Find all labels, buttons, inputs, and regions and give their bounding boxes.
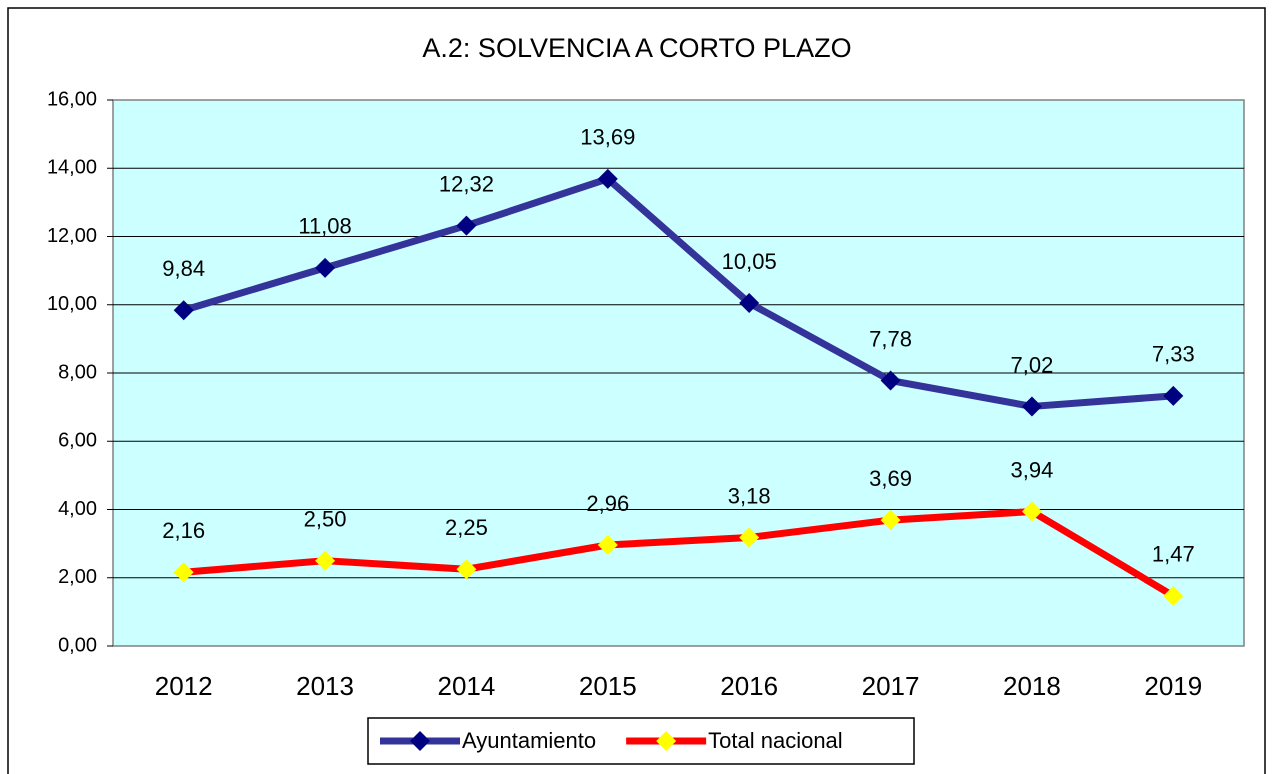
marker — [456, 215, 477, 236]
y-tick-label: 12,00 — [47, 225, 97, 247]
data-label: 7,02 — [1011, 352, 1054, 377]
data-label: 7,33 — [1152, 342, 1195, 367]
data-label: 3,69 — [869, 466, 912, 491]
data-label: 7,78 — [869, 326, 912, 351]
marker — [1021, 396, 1042, 417]
data-label: 1,47 — [1152, 542, 1195, 567]
y-tick-label: 14,00 — [47, 157, 97, 179]
marker — [173, 562, 194, 583]
data-label: 12,32 — [439, 171, 494, 196]
y-tick-label: 8,00 — [58, 361, 97, 383]
marker — [880, 370, 901, 391]
legend-marker — [410, 731, 430, 751]
y-tick-label: 6,00 — [58, 430, 97, 452]
marker — [597, 168, 618, 189]
marker — [1163, 385, 1184, 406]
marker — [1163, 585, 1184, 606]
legend-label: Total nacional — [708, 728, 843, 753]
data-label: 2,16 — [162, 518, 205, 543]
x-tick-label: 2019 — [1144, 671, 1202, 701]
data-label: 2,25 — [445, 515, 488, 540]
x-tick-label: 2017 — [862, 671, 920, 701]
chart-title: A.2: SOLVENCIA A CORTO PLAZO — [422, 33, 851, 63]
x-tick-label: 2016 — [720, 671, 778, 701]
marker — [739, 293, 760, 314]
x-tick-label: 2018 — [1003, 671, 1061, 701]
y-tick-label: 4,00 — [58, 498, 97, 520]
x-tick-label: 2015 — [579, 671, 637, 701]
series-line — [182, 175, 1174, 410]
data-label: 10,05 — [722, 249, 777, 274]
y-tick-label: 16,00 — [47, 88, 97, 110]
marker — [456, 559, 477, 580]
data-label: 2,96 — [586, 491, 629, 516]
x-tick-label: 2012 — [155, 671, 213, 701]
marker — [315, 257, 336, 278]
data-label: 11,08 — [298, 214, 351, 239]
marker — [1021, 501, 1042, 522]
legend-marker — [656, 731, 677, 751]
marker — [597, 534, 618, 555]
y-tick-label: 10,00 — [47, 293, 97, 315]
y-tick-label: 0,00 — [58, 634, 97, 656]
marker — [173, 300, 194, 321]
data-label: 13,69 — [580, 125, 635, 150]
x-tick-label: 2014 — [438, 671, 496, 701]
x-tick-label: 2013 — [296, 671, 354, 701]
y-tick-label: 2,00 — [58, 566, 97, 588]
data-label: 2,50 — [304, 507, 347, 532]
marker — [739, 527, 760, 548]
legend-label: Ayuntamiento — [462, 728, 596, 753]
data-label: 3,94 — [1011, 457, 1054, 482]
series-line — [183, 508, 1176, 599]
data-label: 3,18 — [728, 483, 771, 508]
marker — [880, 510, 901, 531]
marker — [315, 550, 336, 571]
data-label: 9,84 — [162, 256, 205, 281]
